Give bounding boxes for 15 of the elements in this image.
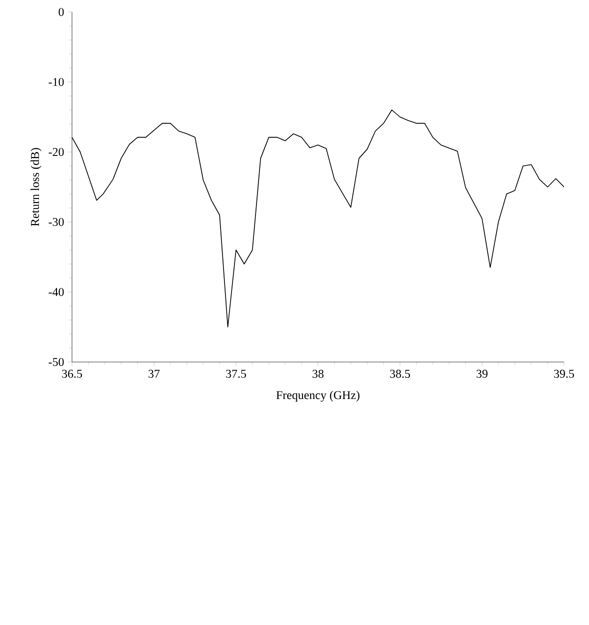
- y-tick-label: -50: [48, 358, 64, 366]
- x-tick-label: 36.5: [62, 370, 82, 378]
- y-tick-label: 0: [58, 8, 64, 16]
- y-tick-label: -40: [48, 288, 64, 296]
- y-tick-label: -30: [48, 218, 64, 226]
- y-axis-title: Return loss (dB): [30, 148, 42, 226]
- x-tick-label: 37.5: [226, 370, 246, 378]
- y-tick-label: -10: [48, 78, 64, 86]
- x-tick-label: 37: [148, 370, 160, 378]
- x-tick-label: 38: [312, 370, 324, 378]
- x-tick-label: 39.5: [554, 370, 574, 378]
- x-tick-label: 38.5: [390, 370, 410, 378]
- x-tick-label: 39: [476, 370, 488, 378]
- y-tick-label: -20: [48, 148, 64, 156]
- x-axis-title: Frequency (GHz): [276, 390, 360, 402]
